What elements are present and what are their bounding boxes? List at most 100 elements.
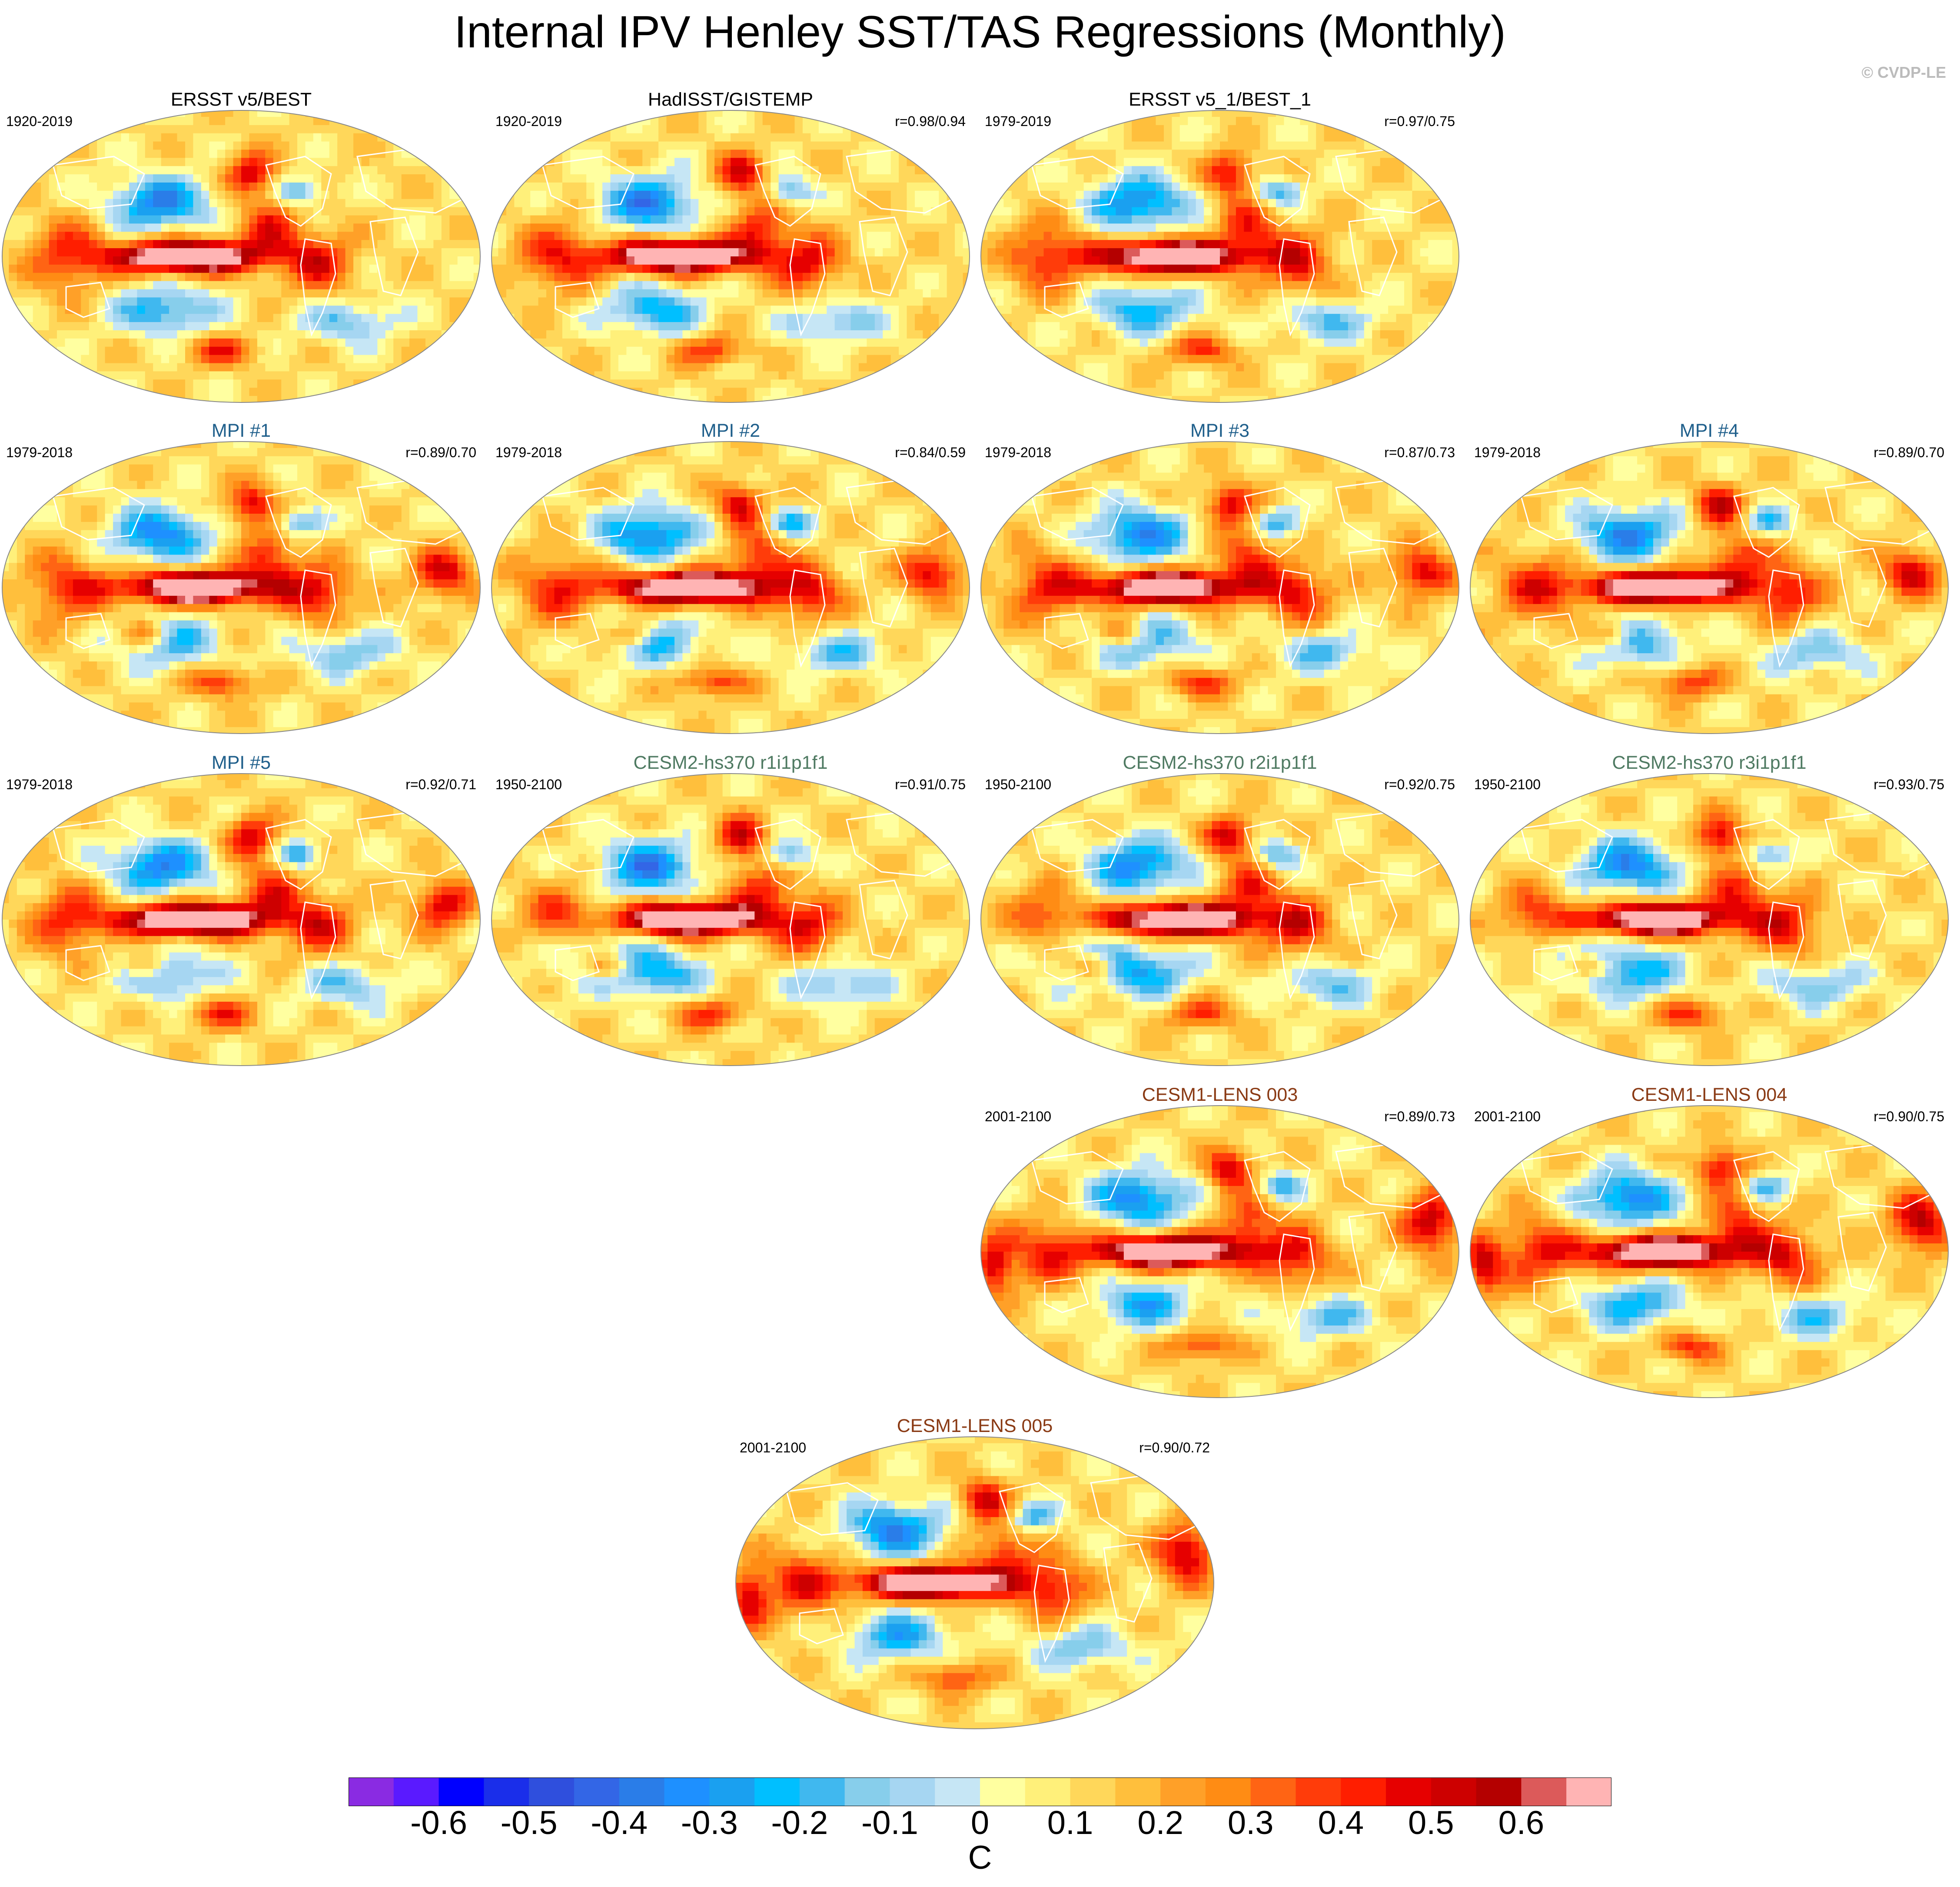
map-cell (353, 240, 362, 249)
map-cell (1444, 125, 1453, 134)
map-cell (787, 330, 795, 339)
map-cell (201, 330, 209, 339)
map-cell (281, 314, 290, 322)
map-cell (834, 330, 843, 339)
map-cell (1396, 133, 1405, 142)
map-cell (225, 149, 234, 159)
map-cell (1083, 183, 1092, 191)
map-cell (754, 215, 763, 224)
map-cell (49, 116, 57, 126)
map-cell (722, 306, 731, 314)
map-cell (722, 346, 731, 355)
map-cell (401, 346, 410, 355)
map-cell (473, 166, 480, 175)
map-cell (233, 388, 242, 396)
map-cell (209, 110, 218, 117)
map-cell (1020, 110, 1028, 117)
map-cell (353, 314, 362, 322)
map-cell (329, 240, 338, 249)
map-cell (546, 174, 555, 183)
map-cell (714, 272, 723, 282)
map-cell (281, 223, 290, 233)
map-cell (771, 388, 779, 396)
map-cell (674, 322, 683, 331)
map-cell (698, 306, 707, 314)
map-cell (546, 133, 555, 142)
map-cell (1260, 116, 1269, 126)
map-cell (987, 116, 996, 126)
map-cell (1404, 183, 1413, 191)
map-cell (570, 158, 579, 166)
map-cell (618, 223, 627, 233)
map-cell (794, 207, 803, 216)
map-cell (1076, 116, 1084, 126)
map-cell (81, 388, 90, 396)
map-cell (361, 116, 370, 126)
map-cell (492, 264, 499, 273)
map-cell (850, 363, 859, 372)
map-cell (121, 256, 130, 265)
map-cell (265, 232, 274, 240)
map-cell (1252, 174, 1260, 183)
map-cell (666, 314, 675, 322)
map-cell (722, 256, 731, 265)
map-cell (169, 248, 178, 257)
map-cell (201, 232, 209, 240)
map-cell (465, 256, 474, 265)
map-cell (49, 338, 57, 347)
map-cell (457, 330, 466, 339)
map-cell (153, 330, 162, 339)
map-cell (201, 371, 209, 380)
map-cell (802, 125, 811, 134)
map-cell (473, 207, 480, 216)
map-cell (97, 355, 106, 364)
map-cell (981, 190, 988, 199)
map-cell (1332, 125, 1341, 134)
map-cell (731, 346, 739, 355)
map-cell (1148, 141, 1156, 150)
map-cell (498, 363, 507, 372)
map-cell (492, 158, 499, 166)
map-cell (49, 379, 57, 388)
map-cell (714, 264, 723, 273)
map-cell (25, 371, 33, 380)
map-cell (850, 183, 859, 191)
map-cell (9, 166, 17, 175)
map-cell (858, 281, 867, 290)
map-cell (834, 232, 843, 240)
map-cell (883, 306, 891, 314)
map-cell (578, 388, 587, 396)
map-cell (1076, 110, 1084, 117)
map-cell (185, 281, 194, 290)
map-cell (818, 174, 827, 183)
map-cell (634, 199, 643, 208)
map-cell (843, 223, 851, 233)
map-cell (850, 306, 859, 314)
map-cell (538, 371, 547, 380)
map-cell (361, 166, 370, 175)
map-cell (177, 174, 186, 183)
map-cell (1083, 190, 1092, 199)
map-cell (1308, 183, 1316, 191)
map-cell (754, 240, 763, 249)
map-cell (722, 174, 731, 183)
map-cell (890, 306, 899, 314)
map-cell (385, 110, 394, 117)
map-cell (73, 248, 82, 257)
map-cell (506, 125, 515, 134)
map-cell (465, 116, 474, 126)
map-cell (554, 272, 563, 282)
map-cell (241, 297, 250, 306)
map-cell (811, 314, 819, 322)
map-cell (634, 281, 643, 290)
map-cell (345, 110, 354, 117)
map-cell (722, 297, 731, 306)
map-cell (514, 232, 523, 240)
map-cell (201, 190, 209, 199)
map-cell (25, 110, 33, 117)
map-cell (594, 174, 603, 183)
map-cell (522, 149, 531, 159)
map-cell (249, 363, 258, 372)
map-cell (618, 174, 627, 183)
map-cell (209, 314, 218, 322)
